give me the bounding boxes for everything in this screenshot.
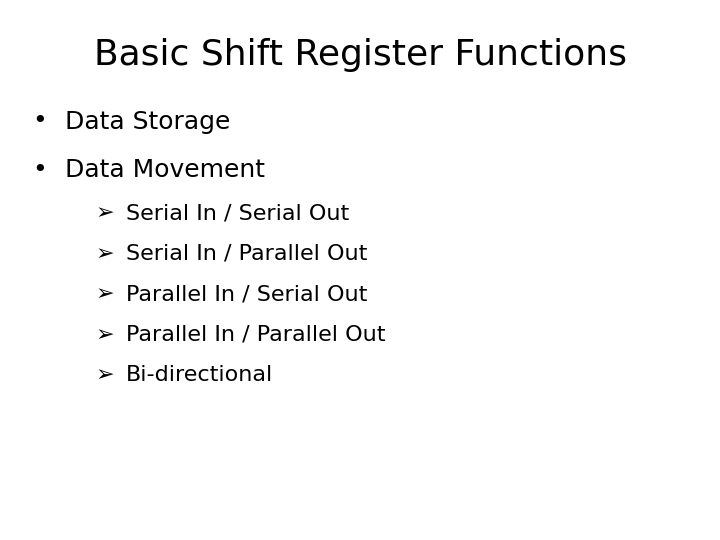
Text: Data Movement: Data Movement	[65, 158, 265, 182]
Text: ➢: ➢	[95, 284, 114, 305]
Text: Parallel In / Serial Out: Parallel In / Serial Out	[126, 284, 367, 305]
Text: Serial In / Parallel Out: Serial In / Parallel Out	[126, 244, 367, 264]
Text: •: •	[32, 110, 47, 133]
Text: Bi-directional: Bi-directional	[126, 365, 274, 386]
Text: ➢: ➢	[95, 365, 114, 386]
Text: Serial In / Serial Out: Serial In / Serial Out	[126, 203, 349, 224]
Text: Data Storage: Data Storage	[65, 110, 230, 133]
Text: ➢: ➢	[95, 244, 114, 264]
Text: Parallel In / Parallel Out: Parallel In / Parallel Out	[126, 325, 385, 345]
Text: Basic Shift Register Functions: Basic Shift Register Functions	[94, 38, 626, 72]
Text: ➢: ➢	[95, 203, 114, 224]
Text: ➢: ➢	[95, 325, 114, 345]
Text: •: •	[32, 158, 47, 182]
